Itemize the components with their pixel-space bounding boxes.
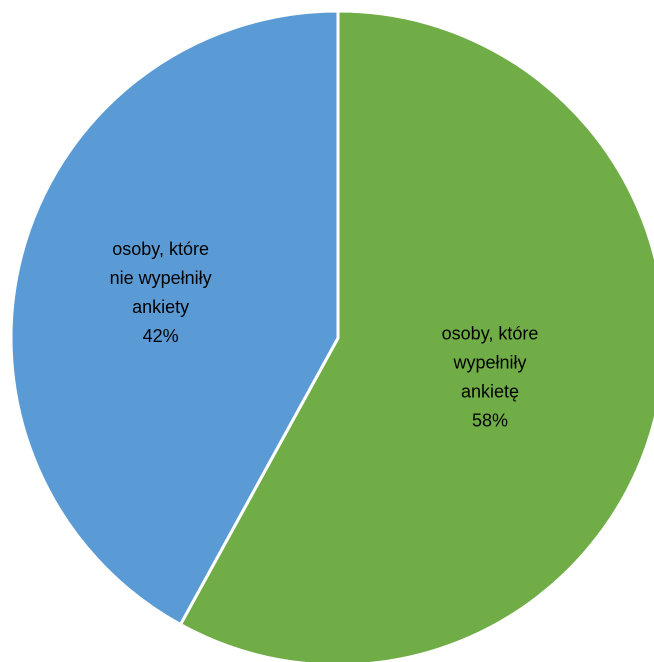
pie-slice-label-0: osoby, które wypełniły ankietę 58% xyxy=(442,324,539,431)
pie-slice-percent: 58% xyxy=(472,411,508,431)
pie-slice-label-line: ankietę xyxy=(461,382,519,402)
pie-slice-label-line: osoby, które xyxy=(112,239,209,259)
pie-slice-label-line: osoby, które xyxy=(442,324,539,344)
pie-slice-label-line: ankiety xyxy=(132,297,189,317)
pie-slice-label-line: nie wypełniły xyxy=(110,268,212,288)
pie-slice-0 xyxy=(178,9,654,662)
pie-slice-1 xyxy=(9,9,340,627)
pie-labels: osoby, które wypełniły ankietę 58%osoby, kt… xyxy=(110,239,539,431)
pie-slice-label-1: osoby, które nie wypełniły ankiety 42% xyxy=(110,239,212,346)
pie-slice-percent: 42% xyxy=(143,326,179,346)
pie-slices xyxy=(9,9,654,662)
pie-slice-label-line: wypełniły xyxy=(453,353,527,373)
